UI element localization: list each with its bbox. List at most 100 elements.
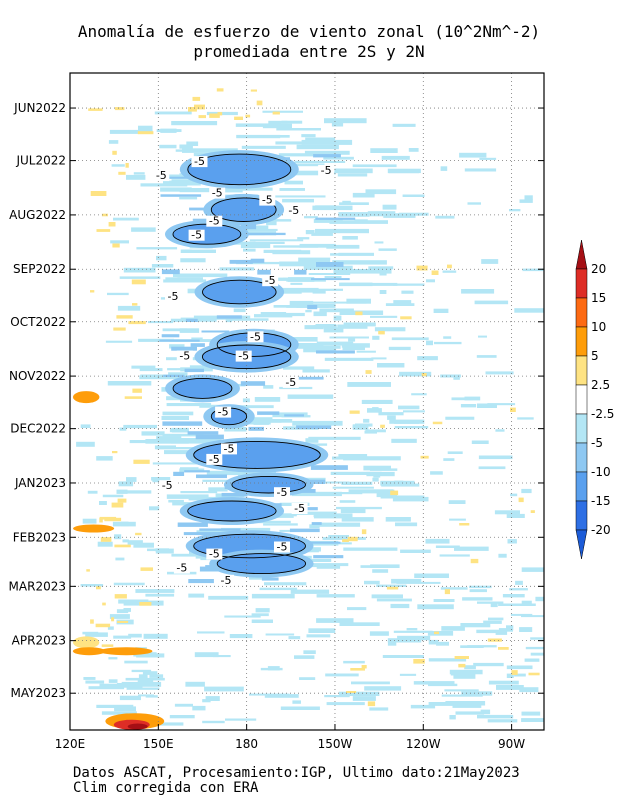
- anomaly-streak: [182, 148, 238, 153]
- y-tick-label: FEB2023: [13, 530, 66, 544]
- anomaly-streak: [347, 382, 391, 387]
- anomaly-streak: [95, 623, 111, 628]
- anomaly-streak: [216, 315, 242, 319]
- anomaly-streak: [387, 641, 397, 646]
- y-tick-label: NOV2022: [9, 369, 66, 383]
- contour-label-bg: [173, 562, 190, 574]
- anomaly-streak: [356, 350, 376, 353]
- contour-label: -5: [191, 229, 202, 242]
- anomaly-streak: [387, 415, 396, 420]
- anomaly-streak: [509, 209, 521, 212]
- anomaly-streak: [186, 141, 199, 146]
- contour-label: -5: [262, 194, 273, 207]
- anomaly-streak: [179, 144, 193, 149]
- anomaly-streak: [502, 594, 525, 598]
- anomaly-streak: [416, 265, 428, 271]
- anomaly-streak: [305, 438, 319, 443]
- anomaly-core: [217, 553, 306, 574]
- anomaly-streak: [107, 292, 129, 296]
- anomaly-streak: [112, 150, 117, 155]
- anomaly-streak: [474, 300, 509, 305]
- x-tick-label: 150E: [143, 737, 174, 751]
- anomaly-streak: [139, 375, 183, 380]
- anomaly-streak: [80, 424, 91, 428]
- anomaly-streak: [399, 371, 432, 377]
- anomaly-streak: [311, 278, 350, 281]
- contour-label-bg: [153, 170, 170, 182]
- anomaly-streak: [198, 115, 206, 119]
- anomaly-streak: [392, 283, 425, 286]
- contour-line: [193, 440, 321, 469]
- colorbar-swatch: [575, 442, 588, 473]
- anomaly-streak: [204, 686, 244, 692]
- colorbar-arrow-bottom: [575, 529, 588, 560]
- anomaly-streak: [313, 513, 353, 519]
- anomaly-streak: [119, 276, 161, 279]
- anomaly-streak: [145, 439, 189, 444]
- anomaly-streak: [294, 160, 346, 163]
- anomaly-streak: [292, 420, 343, 426]
- anomaly-streak: [255, 608, 270, 613]
- anomaly-streak: [313, 219, 332, 223]
- anomaly-streak: [219, 267, 255, 271]
- contour-label: -5: [238, 350, 249, 363]
- anomaly-streak: [289, 528, 320, 533]
- anomaly-streak: [108, 657, 118, 660]
- anomaly-streak: [175, 149, 185, 152]
- anomaly-streak: [361, 529, 367, 535]
- anomaly-streak: [364, 580, 380, 585]
- contour-label: -5: [209, 215, 220, 228]
- anomaly-streak: [118, 481, 134, 487]
- contour-line: [172, 377, 233, 399]
- anomaly-streak: [385, 303, 415, 306]
- anomaly-streak: [440, 166, 448, 171]
- positive-anomaly: [73, 391, 100, 404]
- anomaly-streak: [427, 631, 454, 636]
- anomaly-streak: [283, 366, 315, 370]
- anomaly-streak: [250, 258, 265, 263]
- anomaly-streak: [249, 239, 304, 242]
- anomaly-streak: [376, 489, 395, 494]
- anomaly-streak: [131, 365, 156, 369]
- anomaly-streak: [180, 249, 216, 253]
- contour-label: -5: [209, 548, 220, 561]
- anomaly-streak: [521, 600, 532, 606]
- anomaly-streak: [281, 170, 319, 176]
- anomaly-streak: [443, 458, 455, 461]
- anomaly-streak: [156, 129, 182, 132]
- anomaly-streak: [217, 405, 274, 409]
- anomaly-streak: [202, 720, 225, 724]
- anomaly-streak: [185, 318, 198, 322]
- anomaly-streak: [161, 416, 189, 420]
- anomaly-streak: [378, 412, 404, 416]
- anomaly-streak: [462, 597, 493, 601]
- anomaly-streak: [245, 114, 251, 118]
- anomaly-streak: [86, 569, 90, 572]
- anomaly-streak: [329, 336, 369, 339]
- anomaly-streak: [256, 100, 263, 106]
- anomaly-streak: [161, 269, 180, 275]
- anomaly-streak: [114, 534, 122, 540]
- anomaly-streak: [459, 523, 470, 526]
- anomaly-streak: [169, 176, 202, 179]
- anomaly-streak: [202, 479, 247, 482]
- anomaly-streak: [171, 121, 218, 126]
- colorbar-label: -5: [591, 436, 603, 450]
- anomaly-streak: [169, 344, 185, 349]
- anomaly-streak: [393, 300, 412, 305]
- anomaly-streak: [139, 368, 163, 372]
- anomaly-streak: [436, 641, 449, 646]
- anomaly-streak: [101, 711, 137, 715]
- anomaly-streak: [521, 615, 544, 618]
- anomaly-streak: [304, 150, 350, 155]
- anomaly-streak: [297, 376, 324, 380]
- anomaly-streak: [82, 518, 97, 524]
- anomaly-streak: [151, 264, 174, 268]
- contour-label: -5: [221, 574, 232, 587]
- anomaly-streak: [448, 500, 466, 504]
- anomaly-streak: [469, 589, 487, 593]
- colorbar-label: -2.5: [591, 407, 614, 421]
- anomaly-streak: [119, 427, 127, 431]
- anomaly-streak: [250, 89, 257, 92]
- anomaly-streak: [376, 598, 412, 602]
